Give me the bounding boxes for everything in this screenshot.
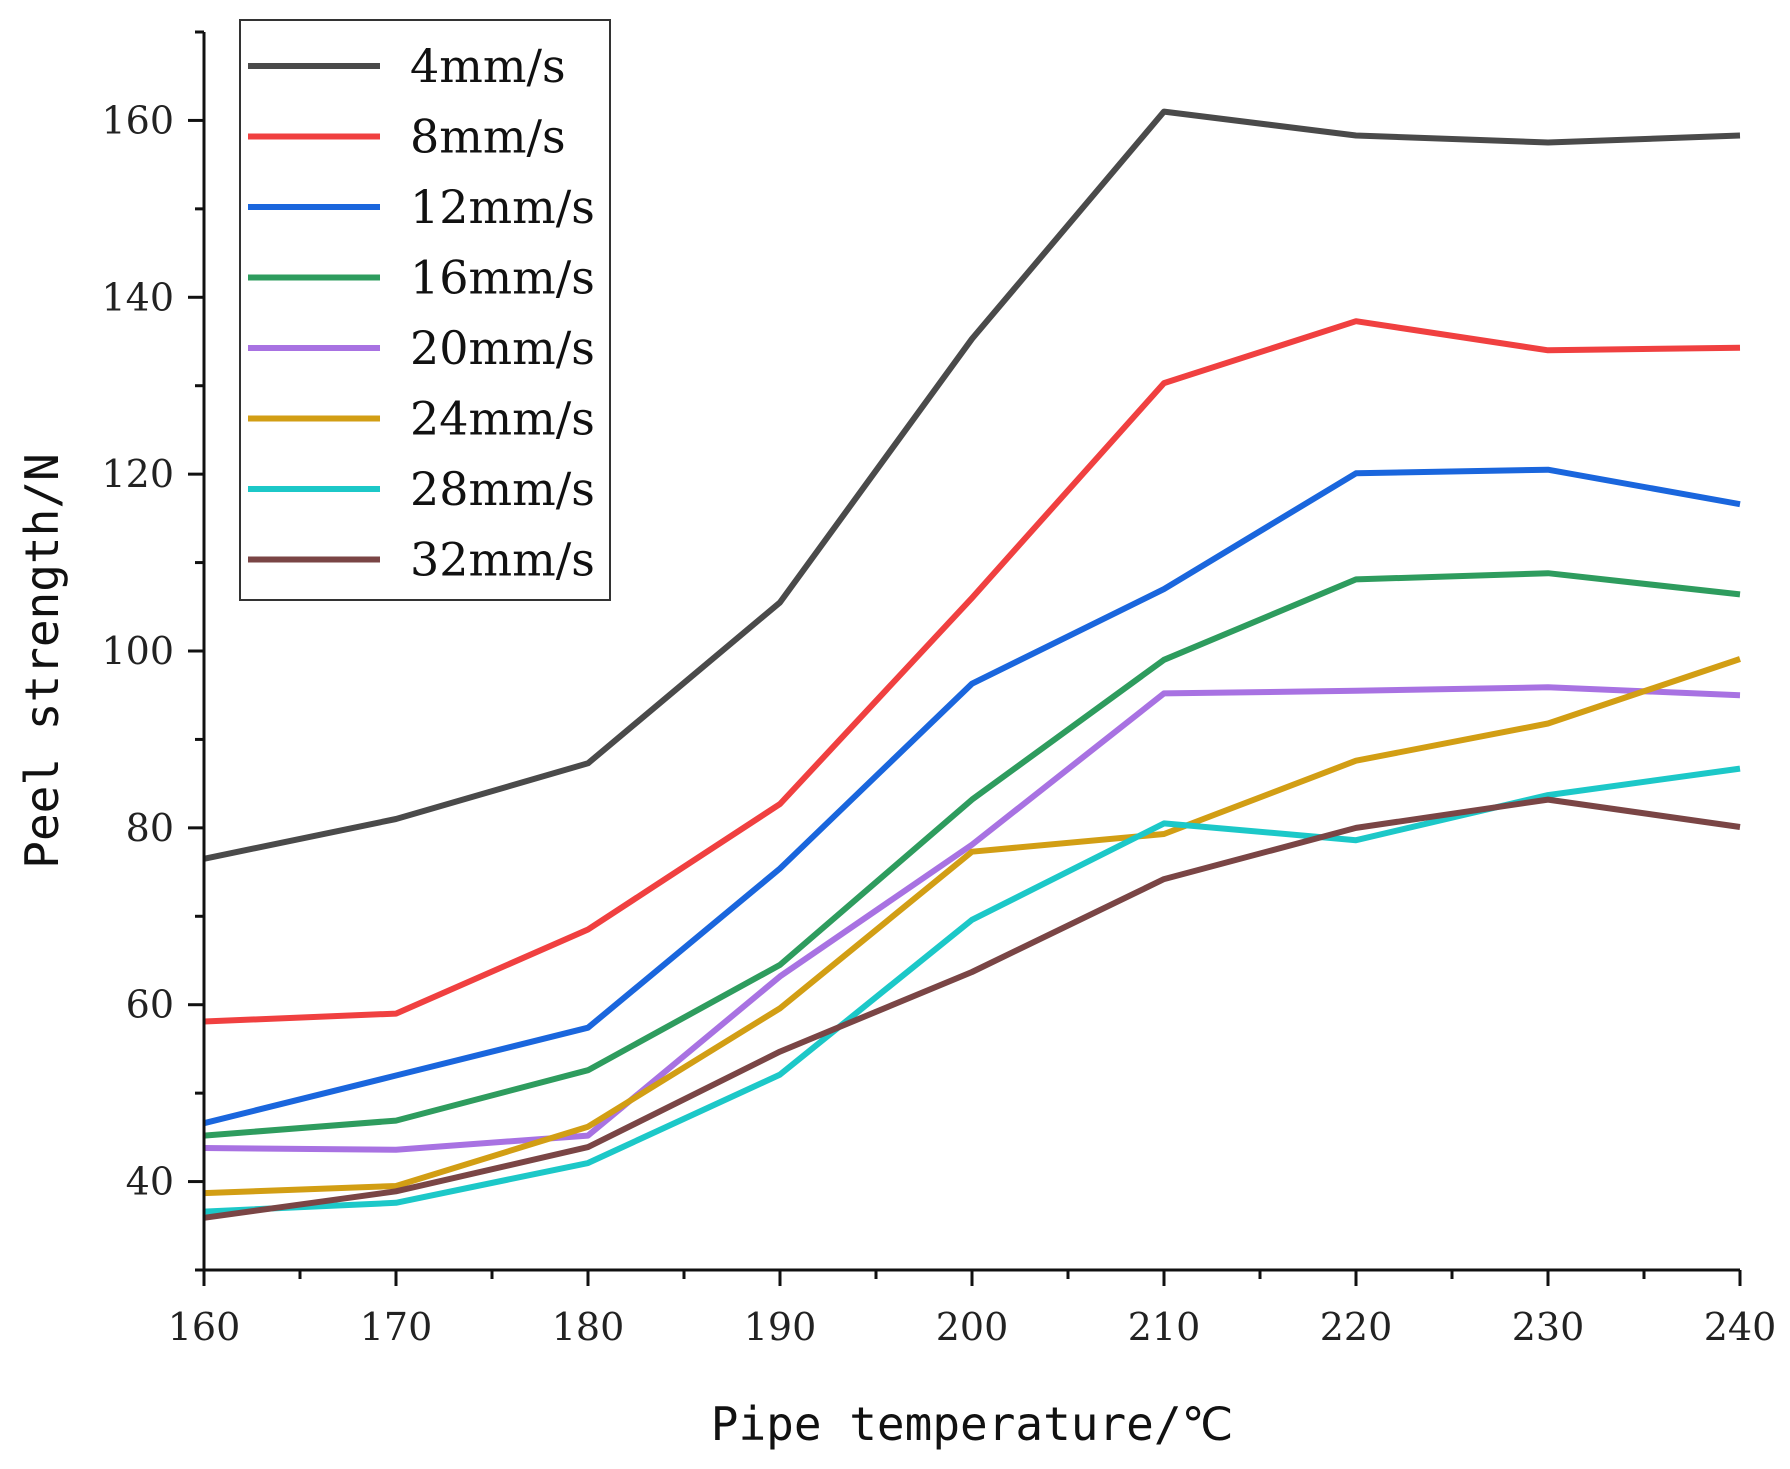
- y-tick-label: 160: [101, 98, 174, 142]
- x-ticks: 160 170 180 190 200 210 220 230 240: [168, 1270, 1777, 1349]
- x-tick-label: 240: [1704, 1305, 1777, 1349]
- series-line-12mm-s: [203, 466, 1741, 1127]
- x-tick-label: 170: [360, 1305, 433, 1349]
- y-tick-label: 40: [126, 1160, 174, 1204]
- series-line-8mm-s: [203, 318, 1741, 1025]
- series-line-24mm-s: [203, 656, 1741, 1197]
- x-tick-label: 230: [1512, 1305, 1585, 1349]
- legend-label: 32mm/s: [410, 533, 595, 587]
- x-tick-label: 200: [936, 1305, 1009, 1349]
- legend-label: 16mm/s: [410, 251, 595, 305]
- legend-label: 4mm/s: [410, 39, 566, 93]
- x-tick-label: 220: [1320, 1305, 1393, 1349]
- series-line-20mm-s: [203, 684, 1741, 1153]
- x-tick-label: 180: [552, 1305, 625, 1349]
- x-axis-title: Pipe temperature/℃: [711, 1397, 1233, 1451]
- x-tick-label: 210: [1128, 1305, 1201, 1349]
- legend-box: [239, 19, 611, 601]
- y-tick-label: 120: [101, 452, 174, 496]
- series-line-4mm-s: [203, 108, 1741, 862]
- x-tick-label: 160: [168, 1305, 241, 1349]
- legend: 4mm/s 8mm/s 12mm/s 16mm/s 20mm/s 24mm/s 28mm/s…: [239, 19, 611, 601]
- legend-label: 8mm/s: [410, 110, 566, 164]
- y-tick-label: 140: [101, 275, 174, 319]
- y-tick-label: 100: [101, 629, 174, 673]
- y-ticks: 40 60 80 100 120 140 160: [101, 30, 204, 1272]
- x-tick-label: 190: [744, 1305, 817, 1349]
- series-line-32mm-s: [203, 796, 1741, 1221]
- legend-label: 12mm/s: [410, 180, 595, 234]
- legend-label: 20mm/s: [410, 321, 595, 375]
- y-axis-title: Peel strength/N: [15, 453, 69, 868]
- plot-lines: [203, 108, 1741, 1221]
- y-tick-label: 80: [126, 806, 174, 850]
- series-line-16mm-s: [203, 570, 1741, 1139]
- legend-label: 28mm/s: [410, 462, 595, 516]
- legend-label: 24mm/s: [410, 392, 595, 446]
- axes: 160 170 180 190 200 210 220 230 240 40 60 80 100 120…: [101, 30, 1777, 1349]
- y-tick-label: 60: [126, 983, 174, 1027]
